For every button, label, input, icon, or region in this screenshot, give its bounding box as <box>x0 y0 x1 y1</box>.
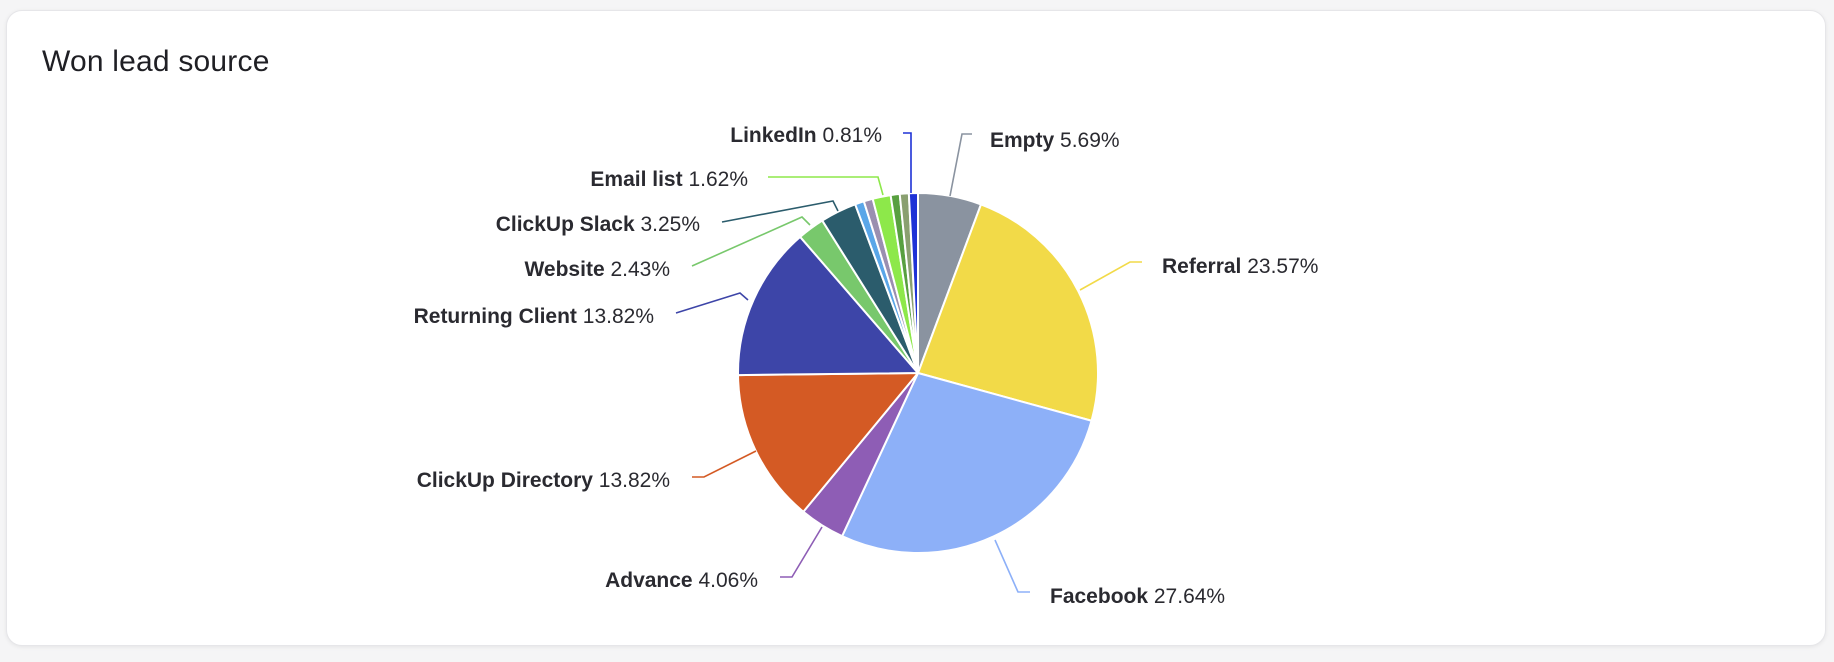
slice-label-linkedin: LinkedIn 0.81% <box>730 124 882 147</box>
leader-line-facebook <box>994 539 1030 593</box>
slice-label-name: ClickUp Directory <box>417 469 599 492</box>
slice-label-percent: 2.43% <box>610 258 670 281</box>
slice-label-website: Website 2.43% <box>524 258 670 281</box>
chart-title: Won lead source <box>42 45 270 78</box>
leader-line-email-list <box>768 176 884 196</box>
pie-slice-facebook[interactable] <box>841 372 1093 555</box>
slice-labels: Empty 5.69% Referral 23.57% Facebook 27.64… <box>414 124 1319 608</box>
slice-label-name: Facebook <box>1050 585 1154 608</box>
slice-label-name: Empty <box>990 129 1060 152</box>
slice-label-empty: Empty 5.69% <box>990 129 1120 152</box>
leader-line-referral <box>1079 261 1142 291</box>
pie-slice-linkedin[interactable] <box>907 191 919 374</box>
slice-label-name: LinkedIn <box>730 124 822 147</box>
leader-line-empty <box>949 133 972 197</box>
label-leaders <box>675 132 1142 593</box>
slice-label-percent: 27.64% <box>1154 585 1225 608</box>
slice-label-referral: Referral 23.57% <box>1162 255 1318 278</box>
slice-label-email-list: Email list 1.62% <box>590 168 748 191</box>
leader-line-website <box>691 216 811 267</box>
leader-line-advance <box>780 526 823 578</box>
slice-label-name: Returning Client <box>414 305 583 328</box>
slice-label-percent: 3.25% <box>640 213 700 236</box>
slice-label-percent: 0.81% <box>822 124 882 147</box>
slice-label-facebook: Facebook 27.64% <box>1050 585 1225 608</box>
slice-label-name: Advance <box>605 569 698 592</box>
slice-label-name: Website <box>524 258 610 281</box>
leader-line-clickup-directory <box>692 450 757 478</box>
slice-label-percent: 5.69% <box>1060 129 1120 152</box>
slice-label-clickup-directory: ClickUp Directory 13.82% <box>417 469 670 492</box>
slice-label-name: ClickUp Slack <box>496 213 641 236</box>
leader-line-returning-client <box>675 292 749 314</box>
slice-label-name: Referral <box>1162 255 1247 278</box>
slice-label-advance: Advance 4.06% <box>605 569 758 592</box>
leader-line-linkedin <box>903 132 912 193</box>
pie-slice-returning-client[interactable] <box>737 235 919 377</box>
pie-slice-referral[interactable] <box>917 203 1099 422</box>
slice-label-percent: 13.82% <box>599 469 670 492</box>
leader-line-clickup-slack <box>721 200 839 223</box>
pie-slices <box>737 191 1099 555</box>
slice-label-percent: 1.62% <box>688 168 748 191</box>
slice-label-percent: 23.57% <box>1247 255 1318 278</box>
slice-label-returning-client: Returning Client 13.82% <box>414 305 654 328</box>
slice-label-percent: 13.82% <box>583 305 654 328</box>
slice-label-name: Email list <box>590 168 688 191</box>
slice-label-clickup-slack: ClickUp Slack 3.25% <box>496 213 700 236</box>
slice-label-percent: 4.06% <box>698 569 758 592</box>
